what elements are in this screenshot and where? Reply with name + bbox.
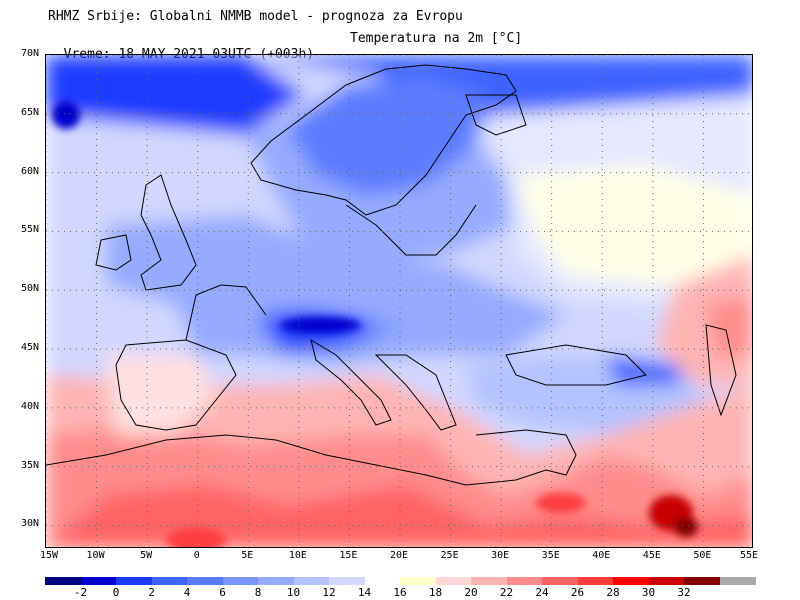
legend-label: 22 — [499, 586, 514, 599]
legend-swatch — [329, 577, 365, 585]
latitude-label: 50N — [20, 283, 39, 295]
longitude-label: 5E — [241, 550, 254, 561]
chart-title: RHMZ Srbije: Globalni NMMB model - progn… — [48, 9, 463, 24]
hot-spots — [52, 101, 698, 547]
longitude-label: 30E — [491, 550, 510, 561]
legend-label: 32 — [677, 586, 691, 599]
coastlines — [46, 64, 737, 486]
legend-label: 4 — [183, 586, 191, 599]
legend-swatch — [471, 577, 507, 585]
longitude-label: 0 — [193, 550, 200, 561]
latitude-label: 55N — [20, 224, 39, 236]
longitude-label: 35E — [541, 550, 560, 561]
legend-swatch — [719, 577, 756, 585]
legend-label: 12 — [322, 586, 336, 599]
legend-label: 30 — [641, 586, 656, 599]
legend-swatch — [258, 577, 294, 585]
longitude-label: 15E — [339, 550, 358, 561]
longitude-label: 25E — [440, 550, 459, 561]
legend-swatch — [613, 577, 649, 585]
latitude-label: 45N — [20, 342, 39, 354]
legend-label: 14 — [357, 586, 372, 599]
legend-swatch — [400, 577, 436, 585]
latitude-label: 35N — [20, 459, 39, 471]
legend-label: 20 — [464, 586, 478, 599]
graticule — [46, 55, 752, 547]
longitude-label: 40E — [592, 550, 611, 561]
legend-label: 0 — [112, 586, 120, 599]
latitude-label: 40N — [20, 400, 39, 412]
longitude-label: 55E — [739, 550, 759, 561]
longitude-label: 10W — [86, 550, 105, 561]
legend-swatch — [45, 577, 81, 585]
legend-swatch — [293, 577, 330, 585]
legend-swatch — [151, 577, 188, 585]
legend-swatch — [435, 577, 472, 585]
longitude-label: 50E — [693, 550, 712, 561]
longitude-label: 10E — [288, 550, 307, 561]
latitude-label: 30N — [20, 518, 39, 530]
legend-swatch — [187, 577, 223, 585]
legend-swatch — [577, 577, 614, 585]
legend-swatch — [116, 577, 152, 585]
legend-label: 24 — [535, 586, 549, 599]
legend-label: -2 — [73, 586, 88, 599]
legend-label: 8 — [254, 586, 262, 599]
legend-swatch — [542, 577, 578, 585]
longitude-label: 20E — [389, 550, 409, 561]
longitude-label: 45E — [642, 550, 661, 561]
latitude-label: 65N — [20, 106, 39, 118]
temperature-map — [45, 54, 753, 548]
legend-label: 10 — [286, 586, 301, 599]
legend-label: 2 — [148, 586, 155, 599]
legend-label: 6 — [219, 586, 226, 599]
legend-label: 28 — [606, 586, 620, 599]
latitude-label: 70N — [20, 48, 39, 59]
legend-swatch — [648, 577, 685, 585]
longitude-label: 5W — [140, 550, 153, 561]
legend-swatch — [506, 577, 543, 585]
latitude-label: 60N — [20, 165, 39, 177]
legend-swatch — [222, 577, 259, 585]
color-legend: -2 0 2 4 6 8 10 12 14 16 18 20 22 24 26 28 30 32 — [45, 577, 756, 600]
legend-swatch — [364, 577, 401, 585]
legend-label: 16 — [393, 586, 407, 599]
legend-label: 26 — [570, 586, 585, 599]
legend-swatch — [80, 577, 117, 585]
field-name: Temperatura na 2m [°C] — [350, 31, 523, 46]
legend-swatch — [684, 577, 720, 585]
longitude-label: 15W — [39, 550, 59, 561]
legend-label: 18 — [428, 586, 443, 599]
